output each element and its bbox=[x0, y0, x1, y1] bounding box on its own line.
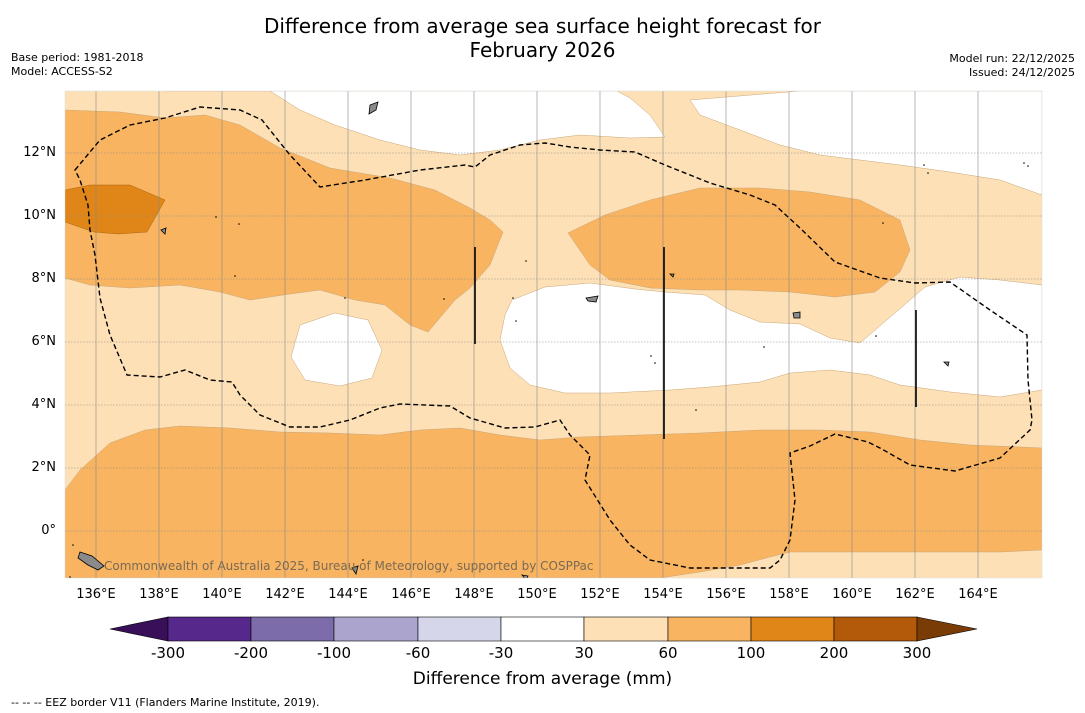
anomaly-region-high-north bbox=[65, 109, 504, 333]
lat-tick-label: 2°N bbox=[31, 460, 57, 475]
lon-tick-label: 138°E bbox=[139, 587, 179, 602]
colorbar-label: -200 bbox=[233, 644, 269, 662]
lon-tick-label: 152°E bbox=[580, 587, 620, 602]
lon-tick-label: 164°E bbox=[958, 587, 998, 602]
issued-date: Issued: 24/12/2025 bbox=[968, 66, 1075, 79]
lat-tick-label: 6°N bbox=[31, 334, 57, 349]
eez-border-west bbox=[74, 106, 1033, 569]
colorbar-label: -100 bbox=[316, 644, 352, 662]
lat-tick-label: 0° bbox=[41, 523, 56, 538]
lon-tick-label: 144°E bbox=[328, 587, 368, 602]
lon-tick-label: 140°E bbox=[202, 587, 242, 602]
colorbar-swatch bbox=[500, 616, 585, 642]
colorbar-swatch bbox=[250, 616, 335, 642]
lon-tick-label: 142°E bbox=[265, 587, 305, 602]
lon-tick-label: 146°E bbox=[391, 587, 431, 602]
land-islands bbox=[77, 101, 950, 578]
eez-vertical-lines bbox=[474, 247, 917, 439]
colorbar-swatch-highest bbox=[916, 616, 978, 642]
colorbar-swatch bbox=[583, 616, 669, 642]
colorbar-swatch bbox=[667, 616, 752, 642]
lat-tick-label: 12°N bbox=[23, 145, 56, 160]
anomaly-region-neutral-west bbox=[290, 312, 383, 387]
meta-right: Model run: 22/12/2025 Issued: 24/12/2025 bbox=[949, 52, 1075, 80]
colorbar-swatch bbox=[750, 616, 835, 642]
lon-tick-label: 148°E bbox=[454, 587, 494, 602]
colorbar-swatch bbox=[167, 616, 252, 642]
lon-tick-label: 162°E bbox=[895, 587, 935, 602]
anomaly-region-neutral-central bbox=[499, 276, 1042, 398]
anomaly-region-neutral-northeast bbox=[689, 91, 1042, 196]
lon-tick-label: 160°E bbox=[832, 587, 872, 602]
map-frame bbox=[64, 90, 1043, 579]
lon-tick-label: 150°E bbox=[517, 587, 557, 602]
lon-tick-label: 158°E bbox=[769, 587, 809, 602]
anomaly-region-high-south bbox=[65, 425, 1042, 578]
colorbar-label: 300 bbox=[902, 644, 932, 662]
colorbar-label: 100 bbox=[736, 644, 766, 662]
colorbar bbox=[109, 616, 978, 642]
colorbar-swatch bbox=[417, 616, 502, 642]
colorbar-swatch bbox=[333, 616, 419, 642]
copyright-notice: Commonwealth of Australia 2025, Bureau o… bbox=[104, 559, 594, 573]
meta-left: Base period: 1981-2018 Model: ACCESS-S2 bbox=[11, 51, 143, 79]
colorbar-swatch bbox=[833, 616, 918, 642]
lat-tick-label: 8°N bbox=[31, 271, 57, 286]
lon-tick-label: 156°E bbox=[706, 587, 746, 602]
colorbar-label: -300 bbox=[150, 644, 186, 662]
colorbar-title: Difference from average (mm) bbox=[412, 669, 673, 689]
colorbar-swatch-lowest bbox=[109, 616, 169, 642]
lon-tick-label: 154°E bbox=[643, 587, 683, 602]
colorbar-label: 30 bbox=[574, 644, 594, 662]
base-period: Base period: 1981-2018 bbox=[11, 51, 144, 64]
lat-tick-label: 4°N bbox=[31, 397, 57, 412]
model-name: Model: ACCESS-S2 bbox=[11, 65, 113, 78]
colorbar-label: 60 bbox=[658, 644, 678, 662]
colorbar-label: -60 bbox=[405, 644, 431, 662]
land-dots bbox=[69, 162, 1029, 578]
colorbar-label: -30 bbox=[488, 644, 514, 662]
map-title: Difference from average sea surface heig… bbox=[0, 14, 1085, 62]
gridlines bbox=[95, 91, 979, 578]
lat-gridlines bbox=[65, 152, 1042, 532]
anomaly-region-high-east bbox=[567, 187, 911, 298]
eez-footnote: -- -- -- EEZ border V11 (Flanders Marine… bbox=[11, 696, 320, 709]
title-line-2: February 2026 bbox=[469, 38, 616, 62]
model-run: Model run: 22/12/2025 bbox=[949, 52, 1075, 65]
map-plot-area bbox=[65, 91, 1042, 578]
colorbar-label: 200 bbox=[819, 644, 849, 662]
title-line-1: Difference from average sea surface heig… bbox=[263, 14, 822, 38]
lon-tick-label: 136°E bbox=[76, 587, 116, 602]
lat-tick-label: 10°N bbox=[23, 208, 56, 223]
